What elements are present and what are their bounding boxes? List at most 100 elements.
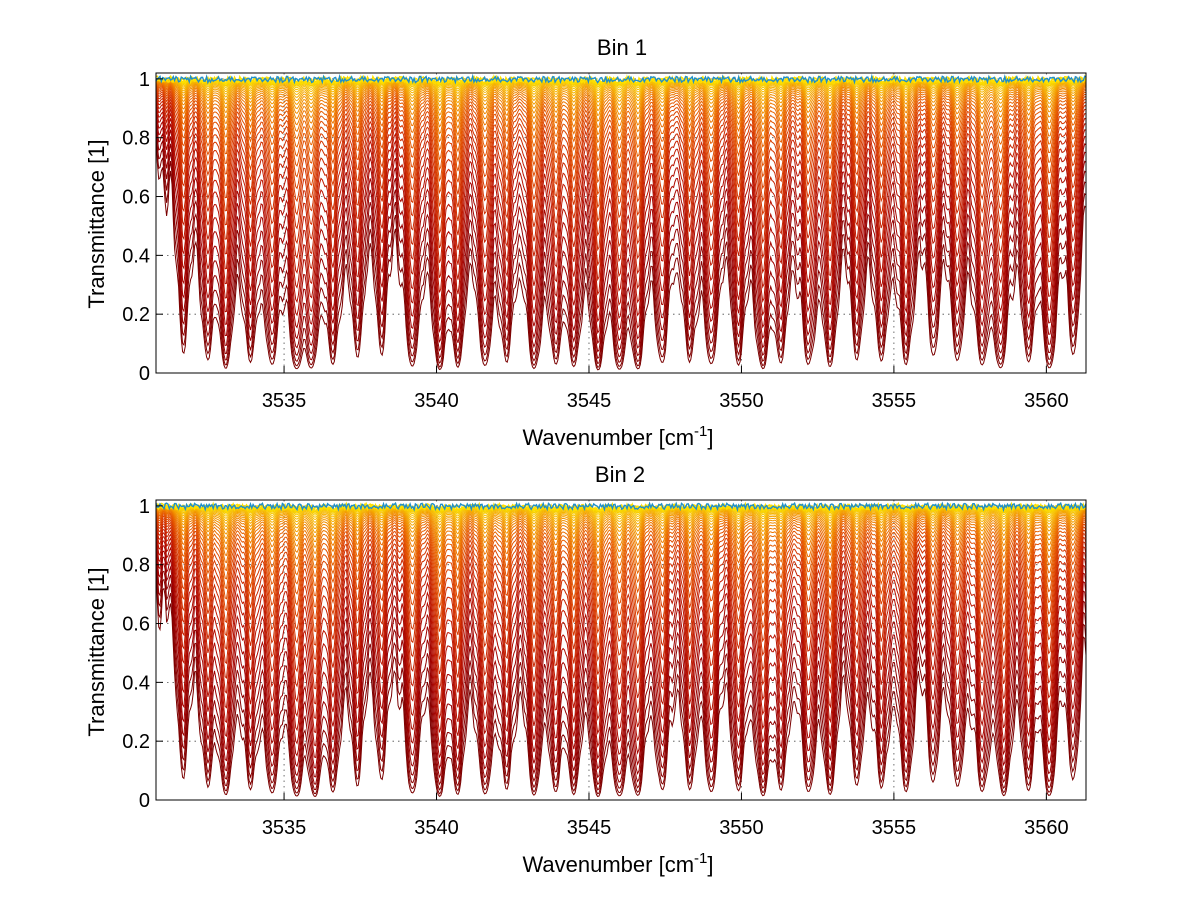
x-axis-label-bin-1: Wavenumber [cm-1] [522,423,713,450]
transmittance-series-line [155,507,1087,555]
transmittance-series-line [155,79,1087,107]
x-axis-label-superscript: -1 [694,423,707,440]
transmittance-series-line [155,73,1087,85]
transmittance-series-line [155,507,1087,549]
transmittance-series-line [155,80,1086,117]
transmittance-series-line [155,79,1086,103]
transmittance-series-line [155,515,1087,662]
transmittance-series-line [155,510,1087,598]
transmittance-series-line [155,542,1087,786]
transmittance-series-line [155,80,1087,129]
transmittance-series-line [155,78,1086,91]
transmittance-series-line [155,530,1087,760]
transmittance-series-line [155,95,1087,310]
y-axis-label-bin-2: Transmittance [1] [84,567,109,736]
transmittance-series-line [155,126,1087,371]
transmittance-series-line [155,506,1087,538]
x-tick-label: 3540 [414,390,459,412]
axes-frame-bin-1 [155,72,1087,374]
transmittance-series-line [155,520,1087,707]
ticks-bin-1: 3535 3540 3545 3550 3555 3560 0 0.2 0.4 0.6 0.8 1 [122,69,1068,412]
transmittance-series-line [155,552,1087,795]
x-axis-label-end: ] [707,425,713,450]
transmittance-series-line [155,506,1087,534]
transmittance-series-line [155,80,1086,122]
transmittance-series-line [155,97,1087,323]
x-axis-label-main: Wavenumber [cm [522,425,694,450]
transmittance-series-line [155,509,1087,588]
transmittance-series-line [155,514,1087,648]
x-axis-label-main: Wavenumber [cm [522,852,694,877]
transmittance-series-line [155,506,1087,523]
y-tick-label: 0.8 [122,555,150,577]
chart-title-bin-2: Bin 2 [595,462,645,487]
series-group-bin-2 [155,501,1087,798]
transmittance-series-line [155,558,1087,798]
x-tick-label: 3560 [1024,390,1069,412]
transmittance-series-line [155,79,1087,100]
transmittance-series-line [155,84,1087,196]
transmittance-series-line [155,100,1087,335]
transmittance-series-line [155,511,1087,609]
transmittance-series-line [155,78,1086,88]
transmittance-series-line [155,501,1087,513]
y-tick-label: 0.2 [122,731,150,753]
series-group-bin-1 [155,73,1087,371]
x-axis-label-superscript: -1 [694,850,707,867]
transmittance-series-line [155,509,1087,578]
transmittance-series-line [155,103,1087,345]
x-tick-label: 3540 [414,817,459,839]
y-tick-label: 0.2 [122,304,150,326]
transmittance-series-line [155,81,1087,136]
transmittance-series-line [155,111,1087,360]
x-tick-label: 3535 [262,390,307,412]
axes-frame-bin-2 [155,499,1087,801]
transmittance-series-line [155,527,1087,748]
y-tick-label: 0.4 [122,672,150,694]
x-tick-label: 3555 [872,390,917,412]
transmittance-series-line [155,82,1087,172]
y-tick-label: 0 [139,790,150,812]
transmittance-series-line [155,507,1087,543]
transmittance-series-line [155,508,1087,562]
transmittance-series-line [155,518,1087,690]
x-tick-label: 3545 [567,817,612,839]
transmittance-series-line [155,79,1086,97]
x-tick-label: 3555 [872,817,917,839]
transmittance-series-line [155,88,1087,252]
y-tick-label: 0.6 [122,614,150,636]
x-tick-label: 3535 [262,817,307,839]
panel-bin-1: Bin 1 Transmittance [1] Wavenumber [cm-1… [84,35,1087,450]
transmittance-series-line [155,516,1087,675]
y-axis-label-bin-1: Transmittance [1] [84,139,109,308]
ticks-bin-2: 3535 3540 3545 3550 3555 3560 0 0.2 0.4 0.6 0.8 1 [122,496,1068,839]
transmittance-series-line [155,506,1087,521]
transmittance-series-line [155,90,1087,267]
transmittance-series-line [155,82,1087,162]
transmittance-series-line [155,506,1087,526]
transmittance-series-line [155,81,1087,152]
transmittance-series-line [155,506,1087,530]
transmittance-series-line [155,505,1087,516]
transmittance-series-line [155,115,1087,365]
transmittance-series-line [155,87,1087,237]
transmittance-series-line [155,547,1087,791]
y-tick-label: 1 [139,496,150,518]
transmittance-series-line [155,91,1087,282]
transmittance-series-line [155,78,1086,94]
x-tick-label: 3545 [567,390,612,412]
transmittance-series-line [155,513,1087,634]
transmittance-series-line [155,120,1087,368]
transmittance-series-line [155,93,1087,296]
y-tick-label: 0.4 [122,245,150,267]
transmittance-series-line [155,83,1087,184]
transmittance-series-line [155,505,1087,514]
x-tick-label: 3560 [1024,817,1069,839]
x-axis-label-bin-2: Wavenumber [cm-1] [522,850,713,877]
panel-bin-2: Bin 2 Transmittance [1] Wavenumber [cm-1… [84,462,1087,877]
x-tick-label: 3550 [719,817,764,839]
transmittance-series-line [155,533,1087,770]
transmittance-series-line [155,86,1087,223]
transmittance-series-line [155,524,1087,735]
